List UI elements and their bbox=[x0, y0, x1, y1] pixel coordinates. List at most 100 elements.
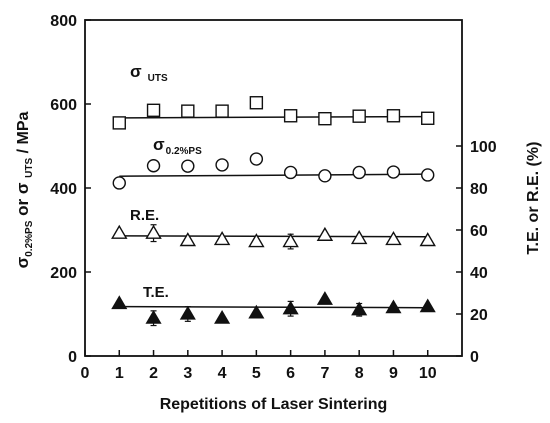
series-label-main: R.E. bbox=[130, 207, 159, 224]
marker-wrap bbox=[111, 295, 128, 310]
x-tick-label: 10 bbox=[419, 365, 437, 382]
data-point bbox=[282, 300, 299, 315]
data-point bbox=[316, 291, 333, 305]
marker-wrap bbox=[249, 96, 264, 110]
marker-wrap bbox=[179, 305, 196, 320]
x-tick-label: 7 bbox=[320, 365, 329, 382]
data-point bbox=[215, 158, 229, 172]
marker-wrap bbox=[282, 300, 299, 315]
x-axis-label: Repetitions of Laser Sintering bbox=[160, 396, 388, 413]
marker-wrap bbox=[421, 111, 435, 125]
y-left-tick-label: 0 bbox=[68, 349, 77, 366]
marker-wrap bbox=[146, 103, 161, 118]
y-right-axis-label: T.E. or R.E. (%) bbox=[525, 142, 542, 255]
data-point bbox=[112, 176, 126, 190]
data-point bbox=[352, 109, 366, 123]
data-point bbox=[146, 159, 161, 173]
open-triangle-marker bbox=[111, 224, 128, 239]
x-tick-label: 0 bbox=[81, 365, 90, 382]
data-point bbox=[386, 165, 401, 179]
filled-triangle-marker bbox=[179, 305, 196, 320]
marker-wrap bbox=[282, 233, 299, 248]
series-label-main: σ bbox=[130, 62, 142, 81]
data-point bbox=[111, 295, 128, 310]
open-triangle-marker bbox=[282, 233, 299, 248]
marker-wrap bbox=[386, 165, 401, 179]
square-marker bbox=[112, 116, 126, 130]
data-point bbox=[282, 233, 299, 248]
open-triangle-marker bbox=[145, 224, 162, 239]
data-point bbox=[318, 169, 332, 183]
marker-wrap bbox=[318, 111, 332, 126]
data-point bbox=[283, 109, 298, 123]
square-marker bbox=[249, 96, 264, 110]
data-point bbox=[181, 159, 195, 173]
filled-triangle-marker bbox=[351, 301, 368, 316]
marker-wrap bbox=[215, 158, 229, 172]
data-point bbox=[145, 224, 162, 239]
data-point bbox=[385, 299, 402, 314]
y-right-tick-label: 100 bbox=[470, 139, 497, 156]
open-triangle-marker bbox=[350, 230, 368, 245]
marker-wrap bbox=[112, 176, 126, 190]
open-triangle-marker bbox=[316, 226, 334, 241]
open-triangle-marker bbox=[213, 231, 231, 246]
square-marker bbox=[386, 109, 401, 123]
data-point bbox=[146, 103, 161, 118]
marker-wrap bbox=[248, 304, 265, 319]
series-label-2: R.E. bbox=[130, 207, 159, 224]
series-label-1: σ0.2%PS bbox=[153, 135, 202, 157]
data-point bbox=[214, 310, 231, 324]
filled-triangle-marker bbox=[111, 295, 128, 310]
marker-wrap bbox=[111, 224, 128, 239]
filled-triangle-marker bbox=[419, 298, 436, 313]
y-left-label-part: UTS bbox=[24, 157, 35, 177]
series-label-sub: 0.2%PS bbox=[166, 146, 202, 157]
marker-wrap bbox=[419, 298, 436, 313]
marker-wrap bbox=[316, 226, 334, 241]
square-marker bbox=[283, 109, 298, 123]
data-point bbox=[179, 305, 196, 320]
square-marker bbox=[421, 111, 435, 125]
x-tick-label: 9 bbox=[389, 365, 398, 382]
filled-triangle-marker bbox=[282, 300, 299, 315]
x-tick-label: 6 bbox=[286, 365, 295, 382]
data-point bbox=[249, 96, 264, 110]
data-point bbox=[111, 224, 128, 239]
data-point bbox=[179, 232, 197, 247]
fit-line bbox=[119, 235, 428, 238]
x-tick-label: 2 bbox=[149, 365, 158, 382]
data-point bbox=[421, 168, 435, 182]
data-point bbox=[386, 109, 401, 123]
y-left-tick-label: 600 bbox=[50, 97, 77, 114]
y-left-label-part: σ bbox=[13, 256, 32, 268]
fit-line bbox=[119, 305, 428, 309]
marker-wrap bbox=[386, 109, 401, 123]
circle-marker bbox=[181, 159, 195, 173]
circle-marker bbox=[421, 168, 435, 182]
data-point bbox=[248, 233, 265, 248]
data-point bbox=[249, 152, 264, 166]
circle-marker bbox=[283, 165, 298, 180]
x-tick-label: 5 bbox=[252, 365, 261, 382]
marker-wrap bbox=[112, 116, 126, 130]
circle-marker bbox=[112, 176, 126, 190]
data-point bbox=[352, 165, 366, 180]
marker-wrap bbox=[352, 109, 366, 123]
marker-wrap bbox=[350, 230, 368, 245]
marker-wrap bbox=[249, 152, 264, 166]
y-left-label-part: or σ bbox=[13, 178, 32, 221]
data-point bbox=[419, 232, 436, 247]
circle-marker bbox=[352, 165, 366, 180]
marker-wrap bbox=[179, 232, 197, 247]
data-point bbox=[248, 304, 265, 319]
filled-triangle-marker bbox=[214, 310, 231, 324]
y-left-label-part: / MPa bbox=[15, 111, 32, 157]
data-point bbox=[351, 301, 368, 316]
square-marker bbox=[352, 109, 366, 123]
y-left-label-part: 0.2%PS bbox=[24, 220, 35, 256]
x-tick-label: 1 bbox=[115, 365, 124, 382]
data-point bbox=[215, 104, 229, 118]
y-left-tick-label: 800 bbox=[50, 13, 77, 30]
